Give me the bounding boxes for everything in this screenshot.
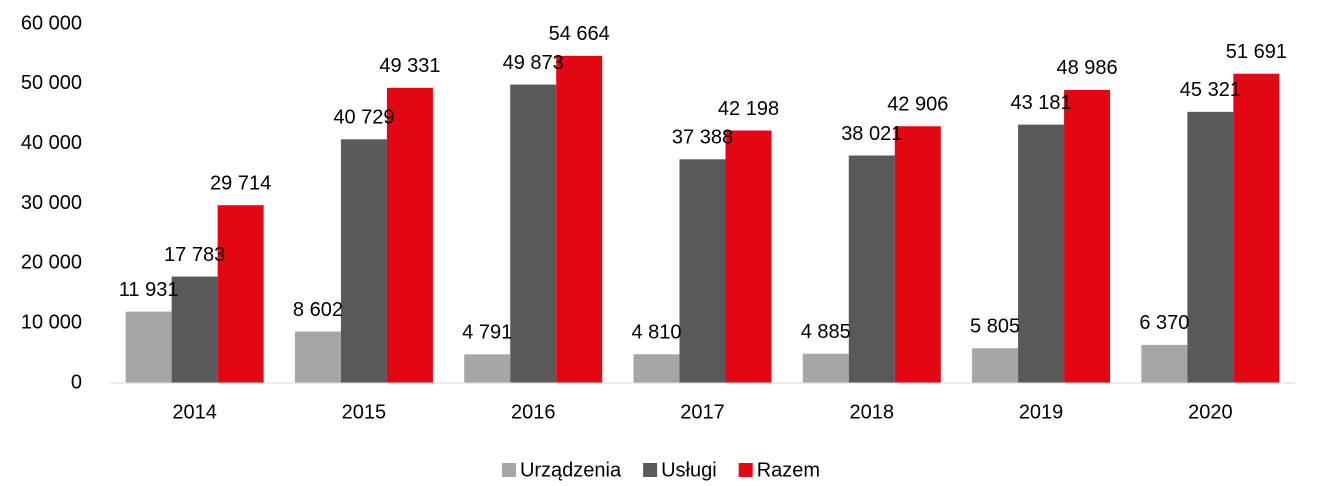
- y-tick-label: 0: [71, 371, 82, 393]
- y-tick-label: 50 000: [21, 72, 82, 94]
- legend-swatch: [501, 463, 516, 477]
- data-label: 42 198: [718, 98, 779, 120]
- legend-label: Usługi: [661, 459, 717, 481]
- legend-swatch: [738, 463, 753, 477]
- bar: [556, 55, 603, 384]
- bar: [802, 353, 849, 383]
- data-label: 4 885: [801, 321, 851, 343]
- legend-label: Urządzenia: [520, 459, 622, 481]
- data-label: 51 691: [1226, 41, 1287, 63]
- y-tick-label: 20 000: [21, 252, 82, 274]
- bar: [171, 276, 218, 383]
- data-label: 49 331: [379, 55, 440, 77]
- y-tick-label: 30 000: [21, 192, 82, 214]
- x-tick-label: 2015: [342, 401, 387, 423]
- x-tick-label: 2014: [172, 401, 217, 423]
- data-label: 37 388: [672, 127, 733, 149]
- bar: [125, 311, 172, 383]
- y-tick-label: 10 000: [21, 311, 82, 333]
- x-tick-label: 2018: [850, 401, 895, 423]
- bar: [1233, 73, 1280, 383]
- bar: [1064, 89, 1111, 383]
- legend-label: Razem: [757, 459, 820, 481]
- bar: [340, 139, 387, 383]
- bar: [633, 354, 680, 383]
- bar: [1018, 124, 1065, 384]
- y-tick-label: 40 000: [21, 132, 82, 154]
- x-tick-label: 2020: [1188, 401, 1233, 423]
- x-tick-label: 2016: [511, 401, 556, 423]
- data-label: 45 321: [1180, 79, 1241, 101]
- x-tick-label: 2017: [680, 401, 725, 423]
- bar: [1141, 344, 1188, 383]
- data-label: 5 805: [970, 316, 1020, 338]
- bar: [725, 130, 772, 383]
- data-label: 40 729: [333, 107, 394, 129]
- bar: [294, 331, 341, 383]
- data-label: 42 906: [887, 94, 948, 116]
- bar: [464, 354, 511, 383]
- data-label: 4 810: [631, 322, 681, 344]
- bar: [679, 159, 726, 383]
- y-tick-label: 60 000: [21, 12, 82, 34]
- bar: [972, 348, 1019, 383]
- data-label: 8 602: [293, 299, 343, 321]
- data-label: 49 873: [503, 52, 564, 74]
- bar: [386, 87, 433, 383]
- data-label: 17 783: [164, 244, 225, 266]
- data-label: 11 931: [119, 279, 179, 301]
- bar: [217, 205, 264, 383]
- bar: [848, 155, 895, 383]
- data-label: 6 370: [1139, 312, 1189, 334]
- x-tick-label: 2019: [1019, 401, 1064, 423]
- data-label: 48 986: [1056, 57, 1117, 79]
- data-label: 43 181: [1010, 92, 1071, 114]
- bar: [510, 84, 557, 384]
- data-label: 54 664: [549, 23, 610, 45]
- bar: [1187, 111, 1234, 384]
- legend-swatch: [643, 463, 658, 477]
- data-label: 29 714: [210, 172, 271, 194]
- bar: [894, 126, 941, 383]
- data-label: 4 791: [462, 322, 512, 344]
- data-label: 38 021: [841, 123, 902, 145]
